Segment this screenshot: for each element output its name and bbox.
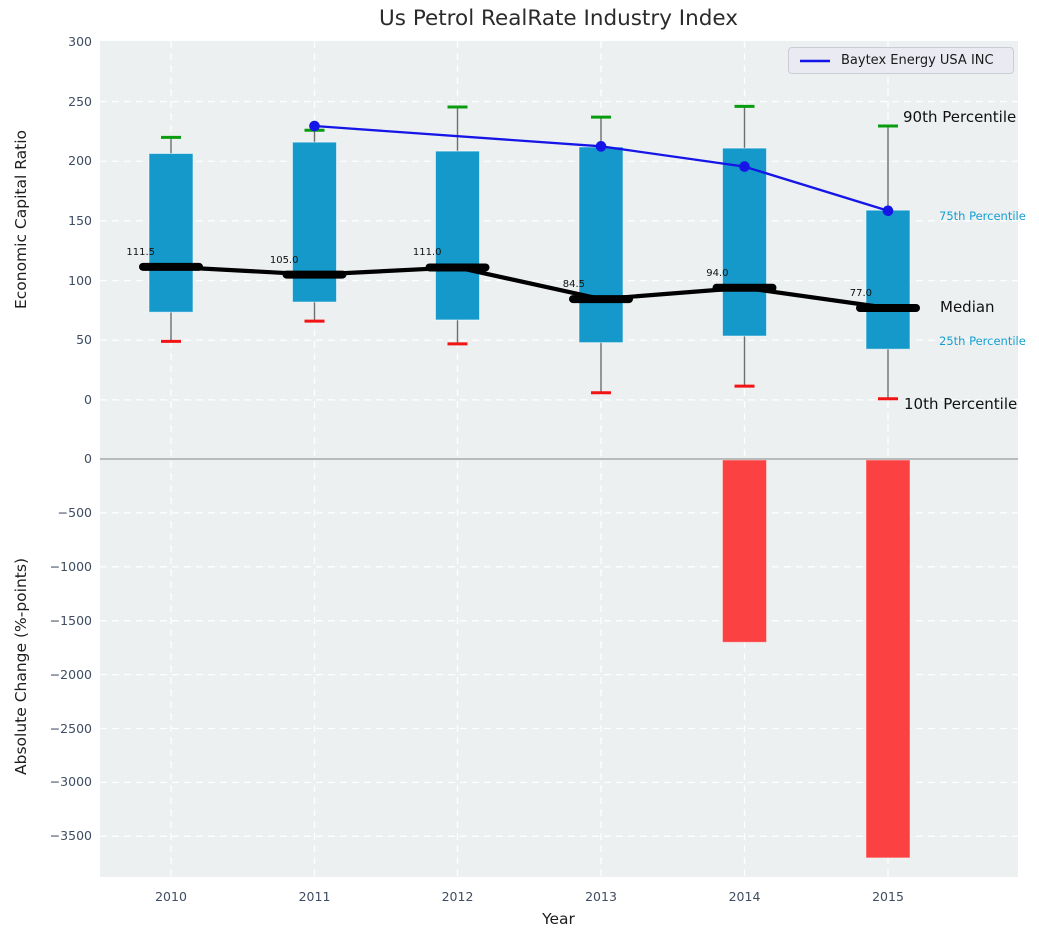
iqr-box: [148, 152, 194, 313]
iqr-box: [435, 150, 480, 321]
median-value-label: 105.0: [269, 254, 299, 266]
annotation-10th-percentile: 10th Percentile: [904, 394, 1018, 413]
company-point: [739, 161, 750, 172]
company-point: [882, 205, 894, 217]
annotation-75th-percentile: 75th Percentile: [939, 209, 1026, 224]
annotation-25th-percentile: 25th Percentile: [939, 334, 1026, 349]
bottom-y-tick-label: 0: [84, 451, 92, 466]
top-y-tick-label: 200: [68, 153, 92, 169]
change-bar: [722, 459, 767, 643]
iqr-box: [865, 209, 911, 350]
bottom-y-tick-label: −3000: [49, 774, 92, 790]
bottom-y-tick-label: −2000: [49, 666, 92, 682]
x-tick-label: 2013: [585, 889, 617, 904]
x-tick-label: 2011: [298, 889, 331, 904]
annotation-median: Median: [940, 298, 995, 317]
top-y-axis-label: Economic Capital Ratio: [12, 130, 30, 310]
x-tick-label: 2012: [441, 889, 474, 904]
x-tick-label: 2010: [155, 889, 187, 904]
bottom-y-tick-label: −500: [57, 504, 92, 520]
legend: Baytex Energy USA INC: [788, 47, 1014, 74]
bottom-y-tick-label: −2500: [49, 720, 92, 736]
top-y-tick-label: 50: [76, 332, 92, 348]
chart-title: Us Petrol RealRate Industry Index: [379, 6, 738, 31]
bottom-y-axis-label: Absolute Change (%-points): [12, 558, 30, 775]
company-line: [314, 124, 889, 212]
legend-line-icon: [800, 59, 830, 62]
median-value-label: 111.0: [412, 247, 442, 259]
change-bar: [865, 459, 911, 859]
top-y-tick-label: 0: [84, 391, 92, 407]
x-axis-label: Year: [542, 910, 575, 928]
iqr-box: [578, 146, 624, 344]
top-y-tick-label: 250: [68, 93, 92, 109]
x-tick-label: 2014: [728, 889, 761, 904]
median-value-label: 84.5: [562, 279, 585, 291]
company-point: [309, 120, 320, 132]
x-tick-label: 2015: [872, 889, 904, 904]
annotation-90th-percentile: 90th Percentile: [903, 108, 1017, 127]
bottom-y-tick-label: −3500: [49, 828, 92, 844]
top-y-tick-label: 100: [68, 272, 92, 288]
bottom-y-tick-label: −1000: [49, 558, 92, 574]
median-value-label: 111.5: [126, 246, 155, 258]
top-y-tick-label: 150: [68, 212, 92, 228]
company-point: [595, 141, 607, 152]
median-value-label: 94.0: [706, 267, 729, 279]
iqr-box: [722, 147, 767, 337]
median-value-label: 77.0: [849, 288, 872, 300]
bottom-y-tick-label: −1500: [49, 612, 92, 628]
legend-label: Baytex Energy USA INC: [841, 53, 994, 68]
top-y-tick-label: 300: [68, 33, 92, 49]
